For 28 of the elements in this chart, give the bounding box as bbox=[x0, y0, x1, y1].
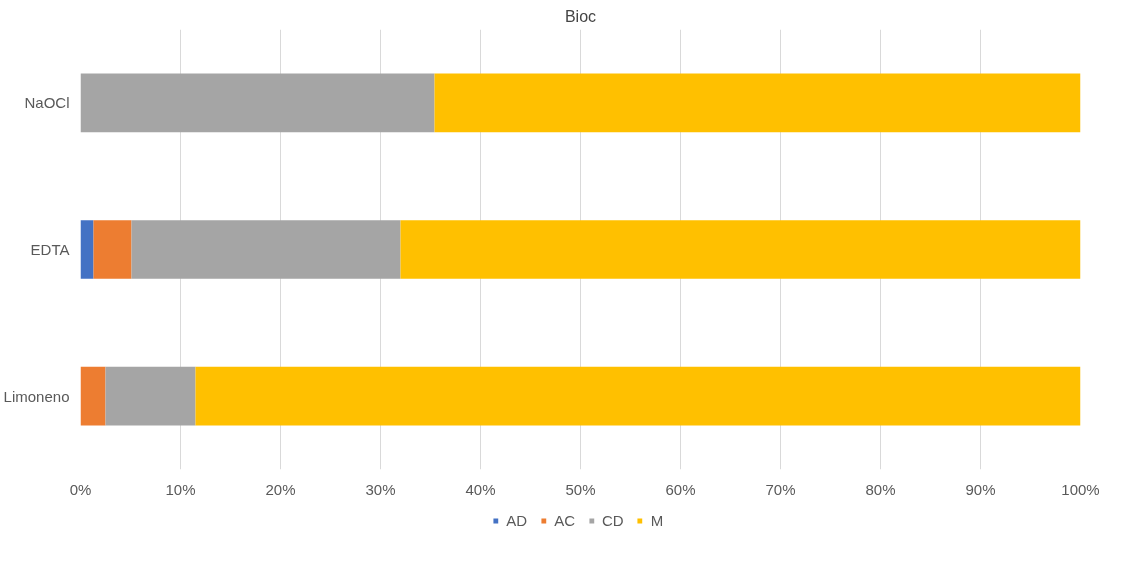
x-tick-label: 80% bbox=[865, 480, 896, 498]
x-tick-label: 0% bbox=[69, 480, 92, 498]
legend-label: M bbox=[650, 511, 665, 529]
bar bbox=[434, 73, 1081, 133]
bar bbox=[131, 220, 401, 279]
y-tick-label: NaOCl bbox=[24, 94, 70, 112]
chart-title: Bioc bbox=[564, 7, 597, 25]
bar bbox=[400, 220, 1081, 279]
y-tick-label: EDTA bbox=[30, 241, 70, 258]
x-tick-label: 100% bbox=[1061, 480, 1100, 498]
x-tick-label: 20% bbox=[265, 480, 296, 498]
legend-label: CD bbox=[602, 511, 624, 529]
bar bbox=[80, 220, 94, 279]
bar bbox=[105, 366, 196, 426]
x-tick-label: 40% bbox=[465, 480, 496, 498]
bar bbox=[93, 220, 132, 279]
y-tick-label: Limoneno bbox=[3, 387, 70, 405]
legend-label: AD bbox=[506, 511, 528, 529]
bar bbox=[80, 73, 435, 133]
x-tick-label: 30% bbox=[365, 480, 396, 498]
x-tick-label: 50% bbox=[565, 480, 596, 498]
x-tick-label: 60% bbox=[665, 480, 696, 498]
x-tick-label: 10% bbox=[165, 480, 196, 498]
legend-label: AC bbox=[554, 511, 576, 529]
bar bbox=[195, 366, 1081, 426]
bar bbox=[80, 366, 106, 426]
x-tick-label: 70% bbox=[765, 480, 796, 498]
x-tick-label: 90% bbox=[965, 480, 996, 498]
